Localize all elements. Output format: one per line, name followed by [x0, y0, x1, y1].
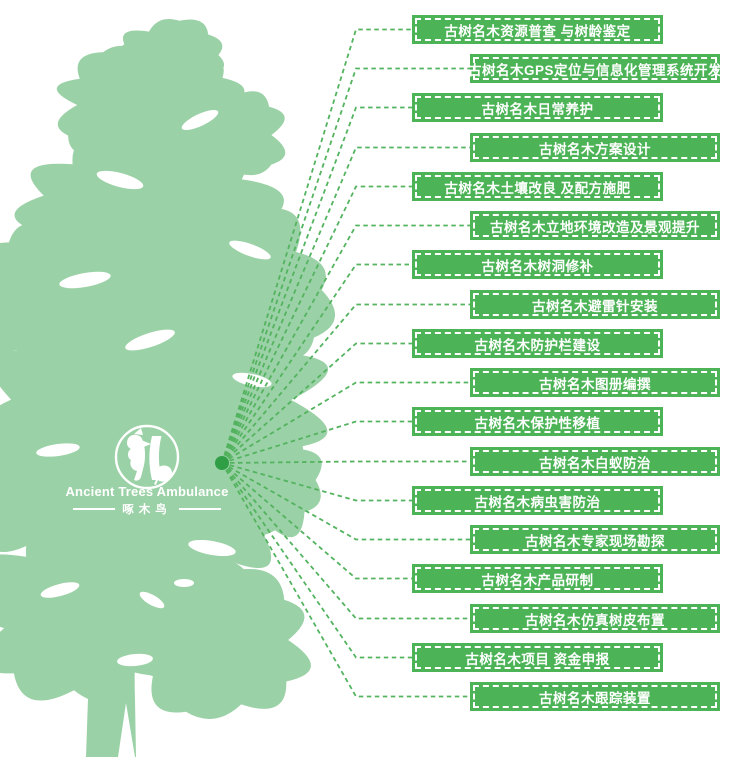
service-label: 古树名木白蚁防治 — [539, 455, 651, 471]
service-label: 古树名木项目 资金申报 — [465, 651, 610, 667]
service-box-border: 古树名木保护性移植 — [415, 410, 660, 433]
service-box-border: 古树名木专家现场勘探 — [473, 528, 717, 551]
service-label: 古树名木资源普查 与树龄鉴定 — [444, 23, 631, 39]
service-label: 古树名木保护性移植 — [474, 415, 601, 431]
connector-line — [221, 342, 412, 464]
service-box: 古树名木图册编撰 — [470, 368, 720, 397]
service-box-border: 古树名木图册编撰 — [473, 371, 717, 394]
connector-line — [221, 106, 412, 464]
service-box: 古树名木专家现场勘探 — [470, 525, 720, 554]
service-label: 古树名木树洞修补 — [481, 258, 594, 274]
service-label: 古树名木产品研制 — [481, 572, 594, 588]
connector-line — [221, 224, 470, 464]
service-box-border: 古树名木GPS定位与信息化管理系统开发 — [468, 57, 722, 80]
logo-subtitle: 啄木鸟 — [46, 501, 248, 517]
tree-trunk — [78, 572, 142, 757]
connector-hub-dot — [215, 456, 229, 470]
service-box-border: 古树名木跟踪装置 — [473, 685, 717, 708]
service-box: 古树名木白蚁防治 — [470, 447, 720, 476]
service-label: 古树名木仿真树皮布置 — [525, 612, 665, 628]
service-box: 古树名木树洞修补 — [412, 250, 663, 279]
service-box-border: 古树名木仿真树皮布置 — [473, 607, 717, 630]
service-label: 古树名木日常养护 — [481, 101, 594, 117]
service-label: 古树名木方案设计 — [539, 141, 651, 157]
connector-line — [221, 420, 412, 464]
connector-line — [221, 28, 412, 464]
connector-line — [221, 462, 412, 502]
service-label: 古树名木GPS定位与信息化管理系统开发 — [468, 62, 723, 78]
connector-line — [221, 462, 412, 659]
connector-line — [221, 462, 470, 541]
service-label: 古树名木防护栏建设 — [474, 337, 601, 353]
service-box: 古树名木病虫害防治 — [412, 486, 663, 515]
service-label: 古树名木病虫害防治 — [474, 494, 601, 510]
service-box-border: 古树名木方案设计 — [473, 136, 717, 159]
subtitle-rule-left — [73, 508, 116, 510]
service-box-border: 古树名木资源普查 与树龄鉴定 — [415, 18, 660, 41]
connector-line — [221, 462, 412, 580]
service-box: 古树名木GPS定位与信息化管理系统开发 — [468, 54, 722, 83]
service-box: 古树名木日常养护 — [412, 93, 663, 122]
service-label: 古树名木跟踪装置 — [539, 690, 651, 706]
service-box-border: 古树名木项目 资金申报 — [415, 646, 660, 669]
logo-title: Ancient Trees Ambulance — [65, 484, 229, 499]
service-label: 古树名木土壤改良 及配方施肥 — [444, 180, 631, 196]
woodpecker-logo-icon — [114, 424, 180, 490]
connector-line — [221, 303, 470, 464]
service-box: 古树名木土壤改良 及配方施肥 — [412, 172, 663, 201]
service-label: 古树名木避雷针安装 — [532, 298, 658, 314]
connector-line — [221, 460, 470, 464]
connector-line — [221, 146, 470, 464]
connector-line — [221, 381, 470, 464]
service-box: 古树名木跟踪装置 — [470, 682, 720, 711]
service-box-border: 古树名木避雷针安装 — [473, 293, 717, 316]
service-box-border: 古树名木日常养护 — [415, 96, 660, 119]
service-box-border: 古树名木土壤改良 及配方施肥 — [415, 175, 660, 198]
service-box-border: 古树名木立地环境改造及景观提升 — [473, 214, 717, 237]
service-box-border: 古树名木树洞修补 — [415, 253, 660, 276]
service-box: 古树名木项目 资金申报 — [412, 643, 663, 672]
connector-lines — [221, 28, 470, 698]
service-box: 古树名木防护栏建设 — [412, 329, 663, 358]
service-label: 古树名木专家现场勘探 — [525, 533, 665, 549]
service-box: 古树名木资源普查 与树龄鉴定 — [412, 15, 663, 44]
service-box: 古树名木避雷针安装 — [470, 290, 720, 319]
connector-line — [221, 185, 412, 464]
connector-line — [221, 67, 470, 464]
logo-subtitle-text: 啄木鸟 — [122, 504, 172, 516]
connector-line — [221, 462, 470, 620]
subtitle-rule-right — [178, 508, 221, 510]
service-box: 古树名木方案设计 — [470, 133, 720, 162]
service-box: 古树名木保护性移植 — [412, 407, 663, 436]
connector-line — [221, 462, 470, 698]
service-box: 古树名木立地环境改造及景观提升 — [470, 211, 720, 240]
canopy-gaps — [36, 109, 272, 667]
service-box-border: 古树名木防护栏建设 — [415, 332, 660, 355]
service-label: 古树名木立地环境改造及景观提升 — [490, 219, 700, 235]
service-box-border: 古树名木病虫害防治 — [415, 489, 660, 512]
service-label: 古树名木图册编撰 — [539, 376, 651, 392]
service-box: 古树名木产品研制 — [412, 564, 663, 593]
service-box-border: 古树名木白蚁防治 — [473, 450, 717, 473]
service-box: 古树名木仿真树皮布置 — [470, 604, 720, 633]
service-box-border: 古树名木产品研制 — [415, 567, 660, 590]
